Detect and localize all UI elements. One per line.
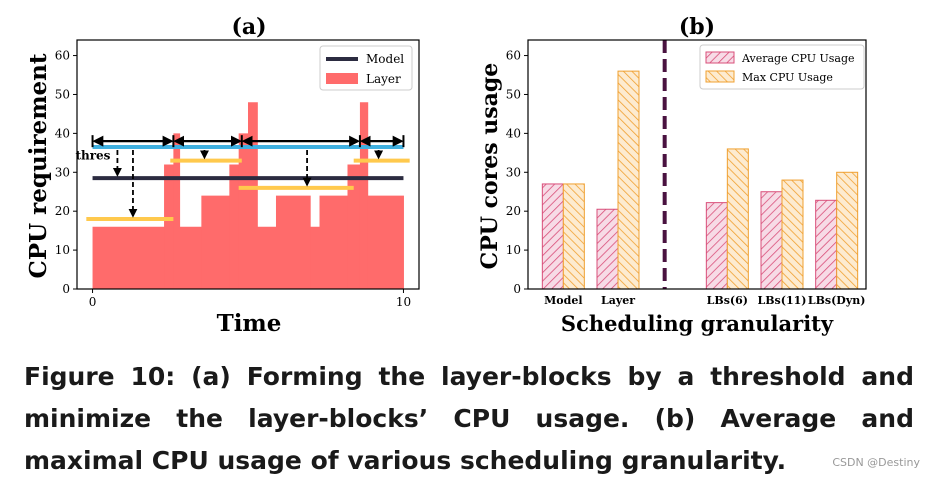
category-label: LBs(6) xyxy=(707,294,748,307)
x-tick-label: 0 xyxy=(89,295,97,309)
bar-max-5 xyxy=(836,171,859,290)
x-tick-label: 10 xyxy=(396,295,411,309)
layer-step-4 xyxy=(201,195,230,289)
layer-step-7 xyxy=(248,102,258,289)
y-tick-label: 60 xyxy=(55,49,70,63)
legend-label-max: Max CPU Usage xyxy=(742,71,833,84)
layer-step-6 xyxy=(238,133,249,289)
bar-max-3 xyxy=(726,148,749,290)
bar-max-0 xyxy=(562,183,585,290)
y-tick-label: 30 xyxy=(506,165,521,179)
y-tick-label: 20 xyxy=(55,204,70,218)
bar-max-4 xyxy=(781,179,804,290)
chart-b-title: (b) xyxy=(679,14,715,40)
layer-step-5 xyxy=(229,164,240,289)
legend-swatch-avg xyxy=(705,51,735,64)
bar-avg-4 xyxy=(760,191,783,290)
y-tick-label: 10 xyxy=(55,243,70,257)
chart-a-title: (a) xyxy=(231,14,266,40)
y-tick-label: 20 xyxy=(506,204,521,218)
legend-label-layer: Layer xyxy=(366,72,401,86)
category-label: Model xyxy=(544,294,582,307)
layer-step-0 xyxy=(92,226,165,289)
layer-step-11 xyxy=(319,195,348,289)
chart-a-frame xyxy=(76,39,420,290)
y-tick-label: 40 xyxy=(506,126,521,140)
bar-max-1 xyxy=(617,70,640,290)
category-label: Layer xyxy=(601,294,635,307)
chart-a-plot: thres 0 10 20 30 40 50 60 0 10 xyxy=(55,39,420,309)
watermark: CSDN @Destiny xyxy=(832,456,920,469)
layer-step-3 xyxy=(179,226,202,289)
layer-step-12 xyxy=(347,164,361,289)
bar-avg-5 xyxy=(815,199,838,290)
legend-label-model: Model xyxy=(366,52,404,66)
y-tick-label: 30 xyxy=(55,165,70,179)
bar-avg-0 xyxy=(541,183,564,290)
layer-step-8 xyxy=(257,226,277,289)
chart-a-xlabel: Time xyxy=(217,310,282,337)
bar-avg-3 xyxy=(705,202,728,290)
category-label: LBs(11) xyxy=(758,294,807,307)
y-tick-label: 0 xyxy=(62,282,70,296)
legend-frame xyxy=(699,44,865,90)
layer-step-2 xyxy=(173,133,181,289)
chart-b-frame xyxy=(527,39,867,290)
y-tick-label: 10 xyxy=(506,243,521,257)
chart-b-plot: Model Layer LBs(6) LBs(11) LBs(Dyn) 0 10 20 30 40… xyxy=(506,39,867,307)
chart-b-xlabel: Scheduling granularity xyxy=(561,311,834,336)
bar-avg-1 xyxy=(596,208,619,290)
chart-b: (b) Model Layer LBs(6) LBs(11) LBs(Dyn) 0 10 20… xyxy=(477,14,867,336)
legend-swatch-max xyxy=(705,70,735,83)
y-tick-label: 50 xyxy=(55,87,70,101)
chart-a-legend: Model Layer xyxy=(319,45,413,91)
y-tick-label: 50 xyxy=(506,87,521,101)
layer-step-13 xyxy=(359,102,369,289)
chart-a: (a) thres 0 10 20 30 40 50 60 0 10 CPU requiremen… xyxy=(25,14,420,337)
threshold-label: thres xyxy=(75,148,110,162)
y-tick-label: 60 xyxy=(506,49,521,63)
chart-b-legend: Average CPU Usage Max CPU Usage xyxy=(699,44,865,90)
figure-caption: Figure 10: (a) Forming the layer-blocks … xyxy=(24,362,914,475)
layer-step-1 xyxy=(164,164,174,289)
legend-label-avg: Average CPU Usage xyxy=(741,52,855,65)
chart-a-ylabel: CPU requirement xyxy=(25,53,52,278)
y-tick-label: 40 xyxy=(55,126,70,140)
y-tick-label: 0 xyxy=(513,282,521,296)
layer-step-14 xyxy=(367,195,404,289)
layer-step-10 xyxy=(310,226,321,289)
category-label: LBs(Dyn) xyxy=(808,294,866,307)
layer-step-9 xyxy=(275,195,311,289)
chart-b-ylabel: CPU cores usage xyxy=(477,63,503,270)
legend-swatch-layer xyxy=(326,73,358,84)
